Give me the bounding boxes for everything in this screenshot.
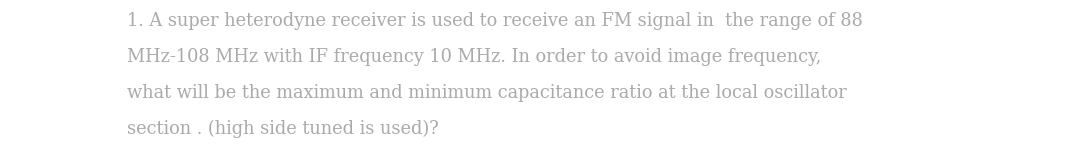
Text: section . (high side tuned is used)?: section . (high side tuned is used)?: [127, 120, 438, 138]
Text: MHz-108 MHz with IF frequency 10 MHz. In order to avoid image frequency,: MHz-108 MHz with IF frequency 10 MHz. In…: [127, 48, 821, 66]
Text: what will be the maximum and minimum capacitance ratio at the local oscillator: what will be the maximum and minimum cap…: [127, 84, 847, 102]
Text: 1. A super heterodyne receiver is used to receive an FM signal in  the range of : 1. A super heterodyne receiver is used t…: [127, 12, 863, 30]
